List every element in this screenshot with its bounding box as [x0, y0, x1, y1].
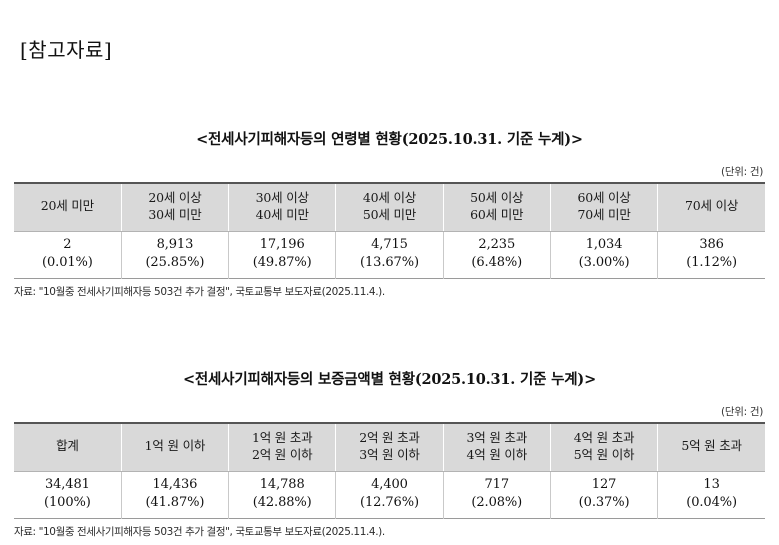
column-header-200m-300m: 2억 원 초과 3억 원 이하 [335, 423, 444, 472]
column-header-under-20: 20세 미만 [14, 183, 122, 232]
header-line-1: 1억 원 이하 [144, 438, 206, 454]
header-line-1: 70세 이상 [685, 198, 739, 214]
cell-count: 14,436 [152, 476, 198, 492]
cell-percentage: (13.67%) [360, 254, 419, 270]
cell-count: 14,788 [259, 476, 305, 492]
header-line-2: 3억 원 이하 [359, 446, 420, 462]
cell-percentage: (3.00%) [578, 254, 630, 270]
header-line-2: 70세 미만 [577, 206, 631, 222]
header-line-1: 1억 원 초과 [251, 430, 313, 445]
cell-count: 386 [699, 236, 724, 252]
cell-count: 17,196 [259, 236, 305, 252]
cell-percentage: (0.01%) [42, 254, 93, 270]
header-line-2: 2억 원 이하 [251, 446, 313, 462]
header-line-2: 30세 미만 [148, 206, 202, 222]
column-header-total: 합계 [14, 423, 122, 472]
deposit-distribution-table: 합계 1억 원 이하 1억 원 초과 2억 원 이하 2억 원 초과 3억 원 … [14, 422, 765, 520]
data-cell-100m-200m: 14,788 (42.88%) [228, 471, 337, 519]
data-cell-under-20: 2 (0.01%) [14, 231, 122, 279]
column-header-60s: 60세 이상 70세 미만 [550, 183, 659, 232]
header-line-1: 30세 이상 [255, 190, 309, 205]
data-cell-over-500m: 13 (0.04%) [657, 471, 765, 519]
column-header-20s: 20세 이상 30세 미만 [121, 183, 230, 232]
header-line-2: 4억 원 이하 [466, 446, 528, 462]
cell-percentage: (42.88%) [252, 494, 312, 510]
data-cell-30s: 17,196 (49.87%) [228, 231, 337, 279]
header-line-1: 20세 이상 [148, 190, 202, 205]
page-title: [참고자료] [20, 38, 113, 62]
table-header-row: 20세 미만 20세 이상 30세 미만 30세 이상 40세 미만 40세 이… [14, 183, 765, 232]
section-deposit-distribution: <전세사기피해자등의 보증금액별 현황(2025.10.31. 기준 누계)> … [14, 368, 765, 539]
header-line-1: 60세 이상 [577, 190, 631, 205]
header-line-2: 5억 원 이하 [573, 446, 635, 462]
cell-percentage: (100%) [44, 494, 91, 510]
column-header-400m-500m: 4억 원 초과 5억 원 이하 [550, 423, 659, 472]
cell-count: 8,913 [156, 236, 194, 252]
cell-count: 34,481 [44, 476, 90, 492]
header-line-2: 40세 미만 [255, 206, 309, 222]
data-cell-under-100m: 14,436 (41.87%) [121, 471, 230, 519]
header-line-1: 2억 원 초과 [359, 430, 420, 445]
cell-percentage: (2.08%) [471, 494, 523, 510]
column-header-50s: 50세 이상 60세 미만 [443, 183, 551, 232]
source-note: 자료: "10월중 전세사기피해자등 503건 추가 결정", 국토교통부 보도… [14, 526, 385, 539]
unit-label: (단위: 건) [721, 406, 763, 418]
table-row: 34,481 (100%) 14,436 (41.87%) 14,788 (42… [14, 471, 765, 519]
column-header-over-500m: 5억 원 초과 [657, 423, 765, 472]
cell-count: 717 [484, 476, 510, 492]
table-header-row: 합계 1억 원 이하 1억 원 초과 2억 원 이하 2억 원 초과 3억 원 … [14, 423, 765, 472]
data-cell-200m-300m: 4,400 (12.76%) [335, 471, 444, 519]
header-line-2: 50세 미만 [362, 206, 417, 222]
column-header-over-70: 70세 이상 [657, 183, 765, 232]
cell-count: 1,034 [585, 236, 623, 252]
column-header-under-100m: 1억 원 이하 [121, 423, 230, 472]
header-line-1: 5억 원 초과 [681, 438, 742, 454]
table-title: <전세사기피해자등의 연령별 현황(2025.10.31. 기준 누계)> [196, 131, 583, 148]
cell-count: 2,235 [478, 236, 516, 252]
cell-percentage: (12.76%) [360, 494, 419, 510]
age-distribution-table: 20세 미만 20세 이상 30세 미만 30세 이상 40세 미만 40세 이… [14, 182, 765, 280]
cell-count: 2 [63, 236, 72, 252]
header-line-1: 4억 원 초과 [573, 430, 635, 445]
header-line-2: 60세 미만 [470, 206, 524, 222]
data-cell-40s: 4,715 (13.67%) [335, 231, 444, 279]
header-line-1: 3억 원 초과 [466, 430, 528, 445]
cell-percentage: (49.87%) [252, 254, 312, 270]
cell-count: 4,715 [371, 236, 408, 252]
table-title: <전세사기피해자등의 보증금액별 현황(2025.10.31. 기준 누계)> [182, 371, 597, 388]
data-cell-50s: 2,235 (6.48%) [443, 231, 551, 279]
cell-count: 13 [703, 476, 720, 492]
data-cell-400m-500m: 127 (0.37%) [550, 471, 659, 519]
header-line-1: 40세 이상 [362, 190, 417, 205]
cell-percentage: (0.37%) [578, 494, 630, 510]
column-header-30s: 30세 이상 40세 미만 [228, 183, 337, 232]
cell-percentage: (6.48%) [471, 254, 523, 270]
data-cell-20s: 8,913 (25.85%) [121, 231, 230, 279]
column-header-300m-400m: 3억 원 초과 4억 원 이하 [443, 423, 551, 472]
header-line-1: 50세 이상 [470, 190, 524, 205]
cell-count: 4,400 [371, 476, 408, 492]
header-line-1: 20세 미만 [40, 198, 94, 214]
data-cell-60s: 1,034 (3.00%) [550, 231, 659, 279]
column-header-100m-200m: 1억 원 초과 2억 원 이하 [228, 423, 337, 472]
cell-percentage: (1.12%) [686, 254, 737, 270]
header-line-1: 합계 [56, 438, 79, 454]
section-age-distribution: <전세사기피해자등의 연령별 현황(2025.10.31. 기준 누계)> (단… [14, 128, 765, 299]
data-cell-300m-400m: 717 (2.08%) [443, 471, 551, 519]
cell-percentage: (25.85%) [145, 254, 205, 270]
cell-percentage: (41.87%) [145, 494, 205, 510]
cell-count: 127 [591, 476, 617, 492]
source-note: 자료: "10월중 전세사기피해자등 503건 추가 결정", 국토교통부 보도… [14, 286, 385, 299]
data-cell-total: 34,481 (100%) [14, 471, 122, 519]
cell-percentage: (0.04%) [686, 494, 737, 510]
table-row: 2 (0.01%) 8,913 (25.85%) 17,196 (49.87%)… [14, 231, 765, 279]
data-cell-over-70: 386 (1.12%) [657, 231, 765, 279]
unit-label: (단위: 건) [721, 166, 763, 178]
column-header-40s: 40세 이상 50세 미만 [335, 183, 444, 232]
